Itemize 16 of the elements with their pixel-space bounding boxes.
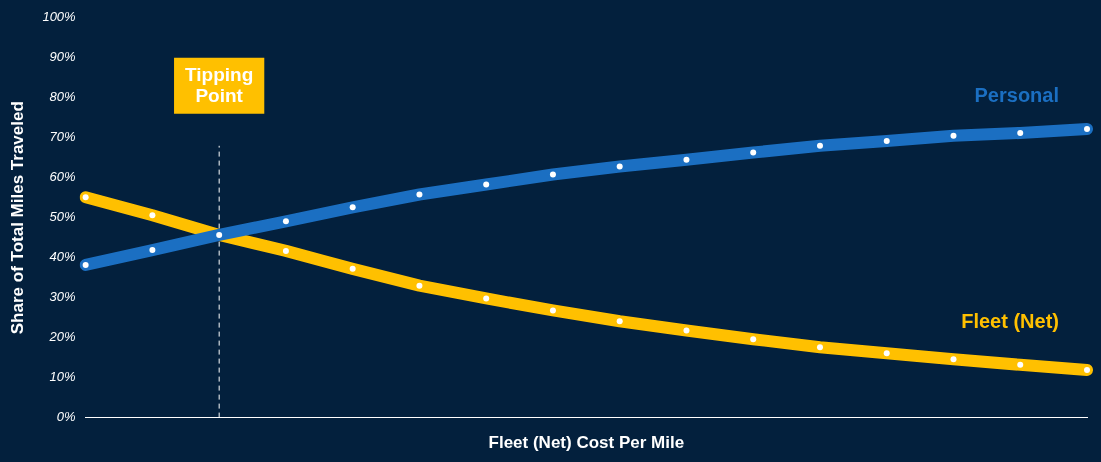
- y-tick-label: 80%: [49, 89, 76, 105]
- series-label: Fleet (Net): [961, 309, 1059, 332]
- y-tick-label: 10%: [49, 369, 76, 385]
- y-tick-label: 50%: [49, 209, 76, 225]
- annotation: Tipping Point: [185, 63, 254, 106]
- y-tick-label: 90%: [49, 49, 76, 65]
- series-label: Personal: [974, 84, 1059, 107]
- y-tick-label: 70%: [49, 129, 76, 145]
- y-tick-label: 20%: [48, 329, 76, 345]
- y-tick-label: 40%: [49, 249, 76, 265]
- y-tick-label: 60%: [49, 169, 76, 185]
- y-tick-label: 0%: [56, 409, 76, 425]
- y-tick-label: 100%: [42, 9, 76, 25]
- y-tick-label: 30%: [49, 289, 76, 305]
- y-axis-title: Share of Total Miles Traveled: [7, 101, 27, 335]
- x-axis-title: Fleet (Net) Cost Per Mile: [488, 433, 685, 453]
